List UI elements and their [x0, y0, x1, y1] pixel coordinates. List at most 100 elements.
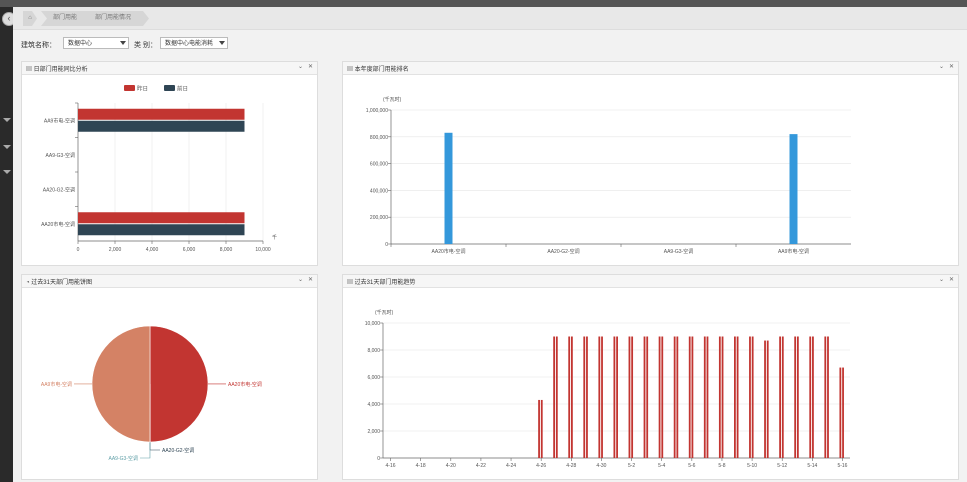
pie-label-line [139, 441, 151, 459]
bar [796, 336, 799, 458]
x-tick-label: AA20-G2-空调 [547, 248, 579, 255]
panel-tools: ⌄ ✕ [934, 63, 954, 70]
bar [721, 336, 724, 458]
pie-label: AA9市电-空调 [41, 381, 72, 388]
bar [613, 336, 616, 458]
x-tick-label: 4-20 [446, 463, 456, 469]
bar [691, 336, 694, 458]
x-tick-label: 4-30 [596, 463, 606, 469]
bar [658, 336, 661, 458]
close-icon[interactable]: ✕ [948, 64, 954, 70]
panel-header: ◔ 过去31天部门用能饼图 ⌄ ✕ [22, 275, 317, 288]
legend-swatch [164, 85, 175, 91]
bar [764, 340, 766, 458]
bar [839, 367, 842, 458]
bar [78, 224, 245, 236]
bar [444, 132, 453, 244]
close-icon[interactable]: ✕ [307, 64, 313, 70]
chevron-down-icon[interactable]: ⌄ [938, 277, 944, 283]
bar [601, 336, 603, 458]
y-tick-label: 0 [377, 456, 380, 462]
chevron-down-icon[interactable]: ⌄ [938, 64, 944, 70]
year-ranking-panel: ▤ 本年度部门用能排名 ⌄ ✕ (千瓦时) 0 200,000 400,000 600,0… [342, 61, 959, 266]
pie-label: AA20市电-空调 [228, 381, 262, 388]
bar [706, 336, 709, 458]
bar [703, 336, 706, 458]
x-tick-label: 6,000 [183, 247, 196, 253]
x-tick-label: 5-16 [837, 463, 847, 469]
x-tick-label: 4-26 [536, 463, 546, 469]
close-icon[interactable]: ✕ [307, 277, 313, 283]
bar [676, 336, 679, 458]
pie-chart: AA20市电-空调 AA20-G2-空调 AA9-G3-空调 AA9市电-空调 [41, 325, 262, 462]
pie-panel: ◔ 过去31天部门用能饼图 ⌄ ✕ AA20市电-空调 AA20-G2-空调 AA9-… [21, 274, 318, 480]
bar [661, 336, 664, 458]
daily-comparison-panel: ▤ 日部门用能同比分析 ⌄ ✕ 昨日 前日 0 2,000 4,000 6,000 8,000… [21, 61, 318, 266]
building-select[interactable]: 数据中心 [63, 37, 129, 49]
bar [673, 336, 676, 458]
x-tick-label: 4-22 [476, 463, 486, 469]
x-tick-label: 5-14 [807, 463, 817, 469]
bar [555, 336, 558, 458]
panel-header: ▤ 本年度部门用能排名 ⌄ ✕ [343, 62, 958, 75]
bar [812, 336, 814, 458]
x-tick-label: 5-6 [688, 463, 695, 469]
bar [751, 336, 754, 458]
bar [789, 134, 798, 244]
home-icon[interactable]: ⌂ [23, 11, 37, 26]
chevron-icon[interactable] [3, 170, 11, 174]
y-tick-label: AA9市电-空调 [44, 117, 75, 124]
x-tick-label: AA9-G3-空调 [664, 248, 693, 255]
bar [824, 336, 827, 458]
panel-tools: ⌄ ✕ [293, 276, 313, 283]
bar [78, 212, 245, 224]
panel-tools: ⌄ ✕ [293, 63, 313, 70]
panel-tools: ⌄ ✕ [934, 276, 954, 283]
y-tick-label: 0 [385, 242, 388, 248]
bar [781, 336, 784, 458]
bar [643, 336, 646, 458]
x-tick-label: 4-24 [506, 463, 516, 469]
panel-title-text: 过去31天部门用能趋势 [354, 280, 416, 286]
chevron-down-icon[interactable]: ⌄ [297, 64, 303, 70]
x-tick-label: 10,000 [255, 247, 271, 253]
year-ranking-chart: (千瓦时) 0 200,000 400,000 600,000 800,000 1,000,… [366, 96, 851, 255]
pie-label-line [149, 441, 161, 451]
left-rail [0, 7, 13, 482]
bar [586, 336, 588, 458]
trend-panel: ▤ 过去31天部门用能趋势 ⌄ ✕ (千瓦时) 0 2,000 4,000 6,000 8,… [342, 274, 959, 480]
x-tick-label: 5-8 [718, 463, 725, 469]
chevron-icon[interactable] [3, 118, 11, 122]
pie-label: AA9-G3-空调 [109, 455, 138, 462]
x-tick-label: 4-18 [416, 463, 426, 469]
bar [646, 336, 649, 458]
x-tick-label: 5-2 [628, 463, 635, 469]
chevron-icon[interactable] [3, 145, 11, 149]
breadcrumb-item[interactable]: 部门用能 [41, 11, 97, 26]
chevron-down-icon[interactable]: ⌄ [297, 277, 303, 283]
type-select[interactable]: 数据中心电能消耗 [160, 37, 228, 49]
y-tick-label: 8,000 [367, 348, 380, 354]
close-icon[interactable]: ✕ [948, 277, 954, 283]
y-tick-label: AA20-G2-空调 [43, 186, 75, 193]
x-tick-label: 5-12 [777, 463, 787, 469]
bar [538, 399, 540, 458]
y-tick-label: 200,000 [370, 215, 388, 221]
x-tick-label: 0 [77, 247, 80, 253]
bar [631, 336, 634, 458]
legend-swatch [124, 85, 135, 91]
type-label: 类 别： [134, 42, 157, 49]
breadcrumb: ⌂ 部门用能 部门用能情况 [13, 7, 967, 30]
trend-chart: (千瓦时) 0 2,000 4,000 6,000 8,000 10,000 4-16 4-18… [365, 309, 850, 469]
bar [540, 399, 543, 458]
bar [809, 336, 812, 458]
bar [570, 336, 573, 458]
building-label: 建筑名称： [21, 42, 56, 49]
x-tick-label: 5-4 [658, 463, 665, 469]
panel-title-text: 过去31天部门用能饼图 [31, 280, 92, 286]
bar [628, 336, 631, 458]
x-tick-label: AA20市电-空调 [432, 248, 466, 255]
breadcrumb-item[interactable]: 部门用能情况 [83, 11, 149, 26]
panel-title: ▤ 日部门用能同比分析 [26, 67, 88, 73]
pie-slice [91, 325, 151, 443]
